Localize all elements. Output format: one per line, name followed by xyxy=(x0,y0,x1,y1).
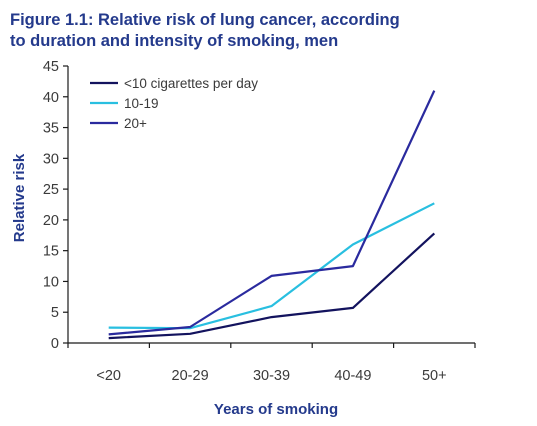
y-tick-label: 25 xyxy=(43,182,59,198)
y-tick-label: 10 xyxy=(43,274,59,290)
chart-title: Figure 1.1: Relative risk of lung cancer… xyxy=(10,11,400,29)
x-tick-label: 30-39 xyxy=(253,368,290,384)
y-tick-label: 5 xyxy=(51,305,59,321)
series-line xyxy=(108,90,436,336)
chart-subtitle: to duration and intensity of smoking, me… xyxy=(10,32,338,50)
x-tick-label: <20 xyxy=(96,368,121,384)
y-axis-title: Relative risk xyxy=(11,153,28,242)
x-axis-ticks: <20 20-29 30-39 40-49 50+ xyxy=(67,343,476,384)
y-tick-label: 35 xyxy=(43,121,59,137)
y-tick-label: 45 xyxy=(43,59,59,75)
legend-label: 20+ xyxy=(124,116,147,131)
legend-label: <10 cigarettes per day xyxy=(124,76,258,91)
legend: <10 cigarettes per day 10-19 20+ xyxy=(90,76,258,131)
y-tick-label: 20 xyxy=(43,213,59,229)
series-layer xyxy=(108,90,436,340)
series-line xyxy=(108,232,436,340)
y-axis-ticks: 0 5 10 15 20 25 30 35 40 45 xyxy=(43,59,68,352)
x-tick-label: 20-29 xyxy=(172,368,209,384)
y-tick-label: 0 xyxy=(51,336,59,352)
y-tick-label: 40 xyxy=(43,90,59,106)
y-tick-label: 15 xyxy=(43,244,59,260)
series-line xyxy=(108,202,435,330)
legend-label: 10-19 xyxy=(124,96,159,111)
x-axis-title: Years of smoking xyxy=(214,401,338,418)
x-tick-label: 40-49 xyxy=(334,368,371,384)
y-tick-label: 30 xyxy=(43,151,59,167)
x-tick-label: 50+ xyxy=(422,368,447,384)
